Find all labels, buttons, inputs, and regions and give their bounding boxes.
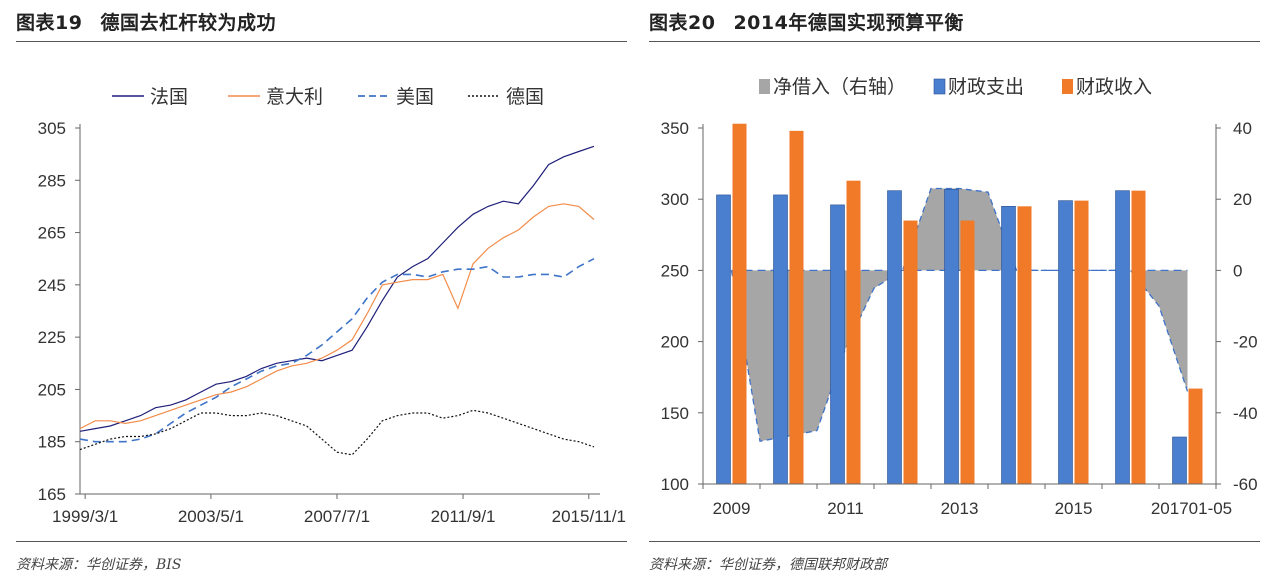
x-tick-label: 2015/11/1	[552, 507, 626, 526]
y2-tick-label: 40	[1233, 119, 1252, 138]
revenue-bar	[903, 220, 918, 484]
series-line-4	[79, 409, 595, 456]
revenue-bar	[1074, 200, 1089, 484]
figure-19-top-rule	[16, 41, 627, 42]
figure-20-title-text: 2014年德国实现预算平衡	[733, 12, 964, 34]
x-tick-label: 2003/5/1	[178, 507, 244, 526]
legend-swatch	[1062, 79, 1073, 94]
expenditure-bar	[1115, 190, 1130, 485]
legend-swatch	[933, 78, 946, 95]
y2-tick-label: 20	[1233, 190, 1252, 209]
series-line-1	[79, 145, 595, 432]
legend-swatch	[759, 79, 770, 94]
legend-label: 财政支出	[948, 76, 1024, 98]
x-tick-label: 2015	[1055, 499, 1093, 518]
figure-19-source: 资料来源：华创证券，BIS	[16, 557, 182, 573]
revenue-bar	[1188, 388, 1203, 484]
expenditure-bar	[887, 190, 902, 485]
revenue-bar	[789, 130, 804, 484]
expenditure-bar	[830, 204, 845, 485]
figure-20-source: 资料来源：华创证券，德国联邦财政部	[649, 557, 887, 573]
y-tick-label: 300	[661, 190, 689, 209]
revenue-bar	[1131, 190, 1146, 484]
y-tick-label: 265	[38, 224, 66, 243]
y-tick-label: 245	[38, 276, 66, 295]
series-line-3	[79, 257, 595, 443]
y-tick-label: 100	[661, 475, 689, 494]
revenue-bar	[960, 220, 975, 484]
series-line-2	[79, 203, 595, 430]
y-tick-label: 250	[661, 261, 689, 280]
y-tick-label: 305	[38, 119, 66, 138]
legend-label: 德国	[506, 86, 544, 108]
y2-tick-label: 0	[1233, 261, 1242, 280]
figure-19-line-chart: 305 285 265 245 225 205 185 165 1999/3/1 2003/5/1…	[38, 86, 626, 526]
figure-20-panel: 图表20 2014年德国实现预算平衡 350 300 250 200 150 100 40 20…	[633, 0, 1266, 588]
x-tick-label: 201701-05	[1151, 499, 1232, 518]
expenditure-bar	[1001, 206, 1016, 485]
y-tick-label: 200	[661, 333, 689, 352]
y2-tick-label: -60	[1233, 475, 1258, 494]
legend-label: 美国	[396, 86, 434, 108]
legend-label: 意大利	[266, 86, 323, 108]
y-tick-label: 205	[38, 380, 66, 399]
x-tick-label: 2011	[827, 499, 864, 518]
figure-19-bottom-rule	[16, 541, 627, 542]
figure-19-title-text: 德国去杠杆较为成功	[100, 12, 276, 34]
figure-19-number: 图表19	[16, 12, 83, 34]
legend-label: 财政收入	[1076, 76, 1152, 98]
revenue-bar	[732, 123, 747, 484]
figure-19-title: 图表19 德国去杠杆较为成功	[16, 8, 276, 35]
y-tick-label: 225	[38, 328, 66, 347]
x-tick-label: 2007/7/1	[304, 507, 370, 526]
y-tick-label: 150	[661, 404, 689, 423]
x-tick-label: 2011/9/1	[431, 507, 496, 526]
figure-20-title: 图表20 2014年德国实现预算平衡	[649, 8, 964, 35]
x-tick-label: 2013	[941, 499, 979, 518]
revenue-bar	[1017, 206, 1032, 484]
y2-tick-label: -40	[1233, 404, 1258, 423]
y-tick-label: 185	[38, 433, 66, 452]
legend-label: 净借入（右轴）	[773, 76, 906, 98]
revenue-bar	[846, 180, 861, 485]
expenditure-bar	[944, 188, 959, 485]
y-tick-label: 165	[38, 485, 66, 504]
expenditure-bar	[1058, 200, 1073, 485]
legend-label: 法国	[150, 86, 188, 108]
figure-19-panel: 图表19 德国去杠杆较为成功 305 285 265 245 225 205 185 165 19…	[16, 8, 627, 573]
expenditure-bar	[773, 194, 788, 485]
figure-20-number: 图表20	[649, 12, 716, 34]
figure-20-top-rule	[649, 41, 1260, 42]
y2-tick-label: -20	[1233, 333, 1258, 352]
figure-20-bottom-rule	[649, 541, 1260, 542]
x-tick-label: 1999/3/1	[52, 507, 118, 526]
x-tick-label: 2009	[713, 499, 751, 518]
expenditure-bar	[716, 194, 731, 485]
y-tick-label: 285	[38, 171, 66, 190]
expenditure-bar	[1172, 436, 1187, 485]
y-tick-label: 350	[661, 119, 689, 138]
